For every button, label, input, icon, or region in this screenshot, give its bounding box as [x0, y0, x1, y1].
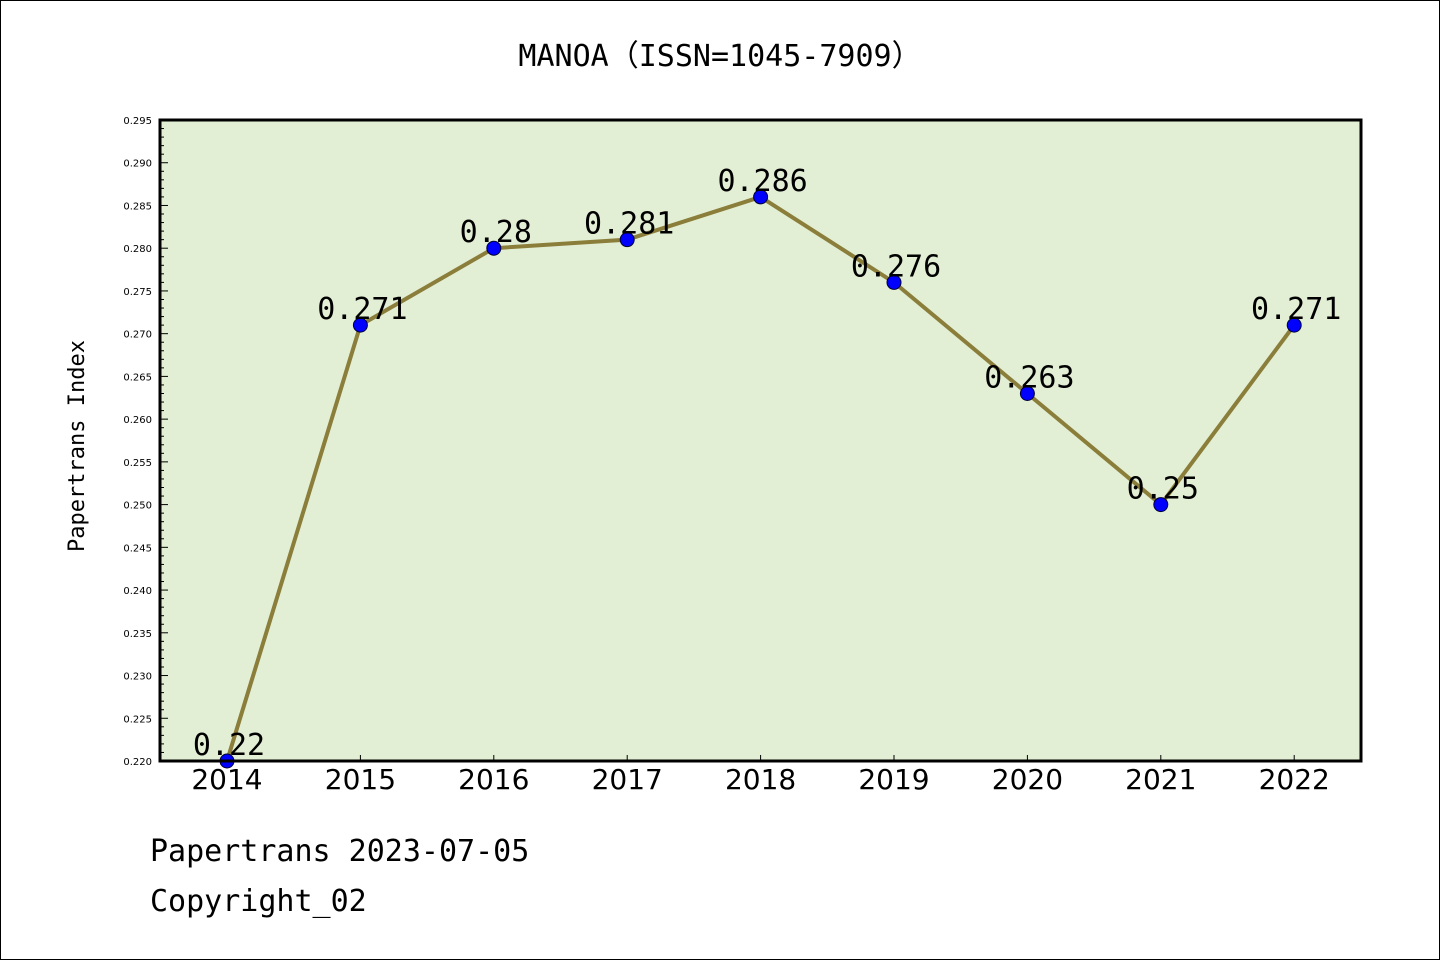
data-label: 0.28 [460, 215, 532, 250]
y-tick-label: 0.230 [123, 672, 152, 683]
y-tick-label: 0.280 [123, 244, 152, 255]
data-point [486, 240, 502, 256]
y-tick-label: 0.245 [123, 543, 152, 554]
data-label: 0.271 [317, 292, 407, 327]
data-label: 0.22 [193, 728, 265, 763]
y-tick-label: 0.250 [123, 501, 152, 512]
data-point [1286, 317, 1302, 333]
x-tick-label: 2018 [725, 763, 796, 796]
x-tick-label: 2019 [858, 763, 929, 796]
y-tick-label: 0.260 [123, 415, 152, 426]
data-label: 0.263 [984, 360, 1074, 395]
y-tick-label: 0.235 [123, 629, 152, 640]
data-point [352, 317, 368, 333]
x-tick-label: 2021 [1125, 763, 1196, 796]
y-tick-label: 0.290 [123, 159, 152, 170]
data-label: 0.25 [1127, 472, 1199, 507]
data-point [1153, 497, 1169, 513]
data-point [1019, 385, 1035, 401]
data-label: 0.276 [851, 249, 941, 284]
y-tick-label: 0.225 [123, 714, 152, 725]
plot-border [158, 118, 1363, 763]
x-tick-label: 2016 [458, 763, 529, 796]
data-point [619, 232, 635, 248]
y-axis-label: Papertrans Index [65, 340, 90, 552]
data-label: 0.281 [584, 207, 674, 242]
chart-title: MANOA（ISSN=1045-7909） [518, 39, 921, 74]
y-tick-label: 0.265 [123, 372, 152, 383]
y-tick-label: 0.220 [123, 757, 152, 768]
data-label: 0.286 [717, 164, 807, 199]
y-tick-label: 0.255 [123, 458, 152, 469]
x-tick-label: 2020 [992, 763, 1063, 796]
x-tick-label: 2022 [1259, 763, 1330, 796]
y-tick-label: 0.285 [123, 201, 152, 212]
y-tick-label: 0.270 [123, 330, 152, 341]
y-tick-label: 0.240 [123, 586, 152, 597]
footer-copyright: Copyright_02 [150, 884, 367, 919]
plot-background [160, 120, 1361, 761]
data-point [753, 189, 769, 205]
footer-date: Papertrans 2023-07-05 [150, 834, 530, 869]
plot-area: 0.220 0.225 0.230 0.235 0.240 0.245 0.250 0.255… [123, 116, 1363, 796]
x-tick-label: 2015 [325, 763, 396, 796]
data-point [886, 274, 902, 290]
y-tick-label: 0.295 [123, 116, 152, 127]
data-label: 0.271 [1251, 292, 1341, 327]
x-tick-label: 2017 [592, 763, 663, 796]
y-tick-label: 0.275 [123, 287, 152, 298]
